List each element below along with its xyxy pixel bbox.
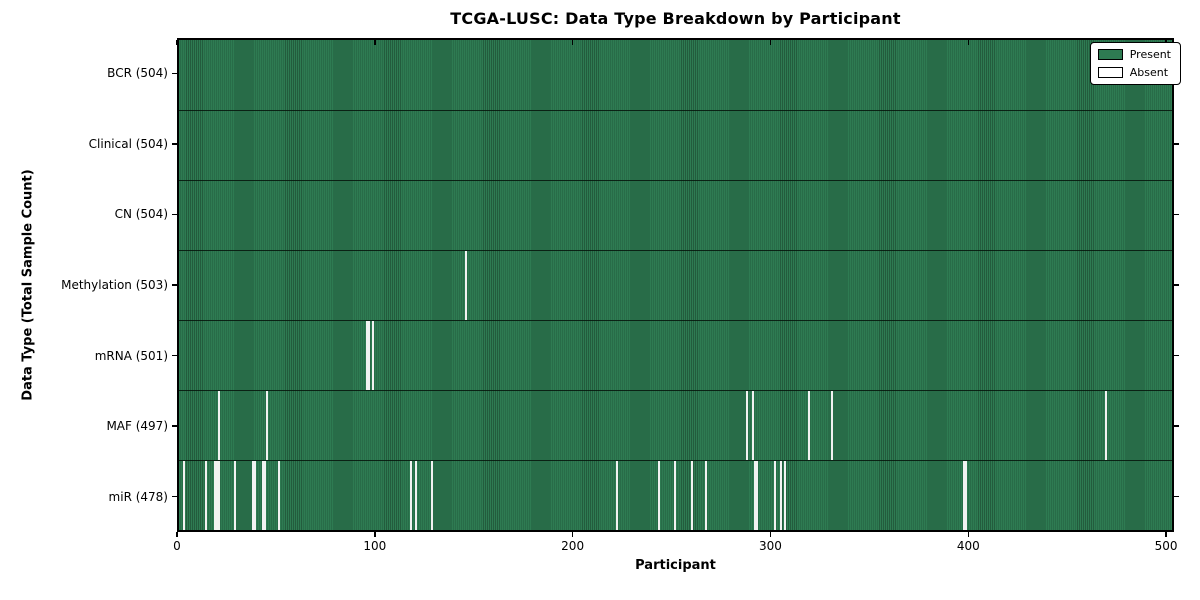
y-tick-left <box>172 143 177 145</box>
absent-gap <box>807 391 810 460</box>
row-label-MAF: MAF (497) <box>106 419 168 434</box>
x-tick-bottom <box>769 532 772 537</box>
absent-gap <box>263 461 266 530</box>
absent-gap <box>691 461 694 530</box>
x-tick-top <box>571 40 574 45</box>
y-tick-left <box>172 213 177 216</box>
row-label-CN: CN (504) <box>114 207 168 222</box>
heatmap-row-mRNA <box>179 320 1172 390</box>
absent-gap <box>657 461 660 530</box>
absent-gap <box>746 391 749 460</box>
absent-gap <box>831 391 834 460</box>
x-tick-top <box>176 40 178 45</box>
row-label-BCR: BCR (504) <box>107 66 168 81</box>
x-tick-bottom <box>967 532 970 537</box>
absent-gap <box>673 461 676 530</box>
x-axis-label: Participant <box>635 558 716 573</box>
absent-gap <box>409 461 412 530</box>
absent-gap <box>705 461 708 530</box>
x-tick-bottom <box>1165 532 1167 537</box>
x-tick-label: 100 <box>363 539 387 553</box>
absent-gap <box>779 461 782 530</box>
absent-gap <box>366 321 369 390</box>
absent-gap <box>774 461 776 530</box>
row-label-Clinical: Clinical (504) <box>88 136 168 151</box>
absent-gap <box>464 251 467 320</box>
absent-gap <box>415 461 418 530</box>
heatmap-row-Methylation <box>179 250 1172 320</box>
legend-swatch-absent-icon <box>1097 67 1123 78</box>
absent-gap <box>372 321 375 390</box>
y-tick-right <box>1174 354 1179 357</box>
legend-swatch-present-icon <box>1097 49 1123 60</box>
absent-gap <box>265 391 268 460</box>
y-tick-left <box>172 354 177 357</box>
absent-gap <box>261 461 264 530</box>
absent-gap <box>253 461 256 530</box>
absent-gap <box>204 461 207 530</box>
heatmap-row-miR <box>179 460 1172 530</box>
x-tick-bottom <box>176 532 178 537</box>
legend-label-present: Present <box>1129 48 1171 61</box>
absent-gap <box>216 461 219 530</box>
absent-gap <box>754 461 757 530</box>
heatmap-row-CN <box>179 180 1172 250</box>
x-tick-top <box>374 40 376 45</box>
absent-gap <box>963 461 966 530</box>
absent-gap <box>783 461 786 530</box>
heatmap-row-MAF <box>179 390 1172 460</box>
legend-item-present: Present <box>1097 48 1171 61</box>
absent-gap <box>431 461 434 530</box>
y-tick-right <box>1174 143 1179 145</box>
row-label-Methylation: Methylation (503) <box>61 278 168 292</box>
row-label-miR: miR (478) <box>108 489 168 504</box>
absent-gap <box>234 461 237 530</box>
legend-label-absent: Absent <box>1129 66 1169 79</box>
plot-area <box>177 38 1174 532</box>
y-tick-right <box>1174 213 1179 216</box>
absent-gap <box>965 461 968 530</box>
x-tick-bottom <box>571 532 574 537</box>
y-tick-right <box>1174 284 1179 286</box>
absent-gap <box>218 461 221 530</box>
y-tick-right <box>1174 425 1179 427</box>
absent-gap <box>1105 391 1107 460</box>
legend-item-absent: Absent <box>1097 66 1171 79</box>
y-tick-right <box>1174 495 1179 498</box>
heatmap-row-BCR <box>179 40 1172 110</box>
absent-gap <box>756 461 759 530</box>
absent-gap <box>182 461 185 530</box>
heatmap-row-Clinical <box>179 110 1172 180</box>
absent-gap <box>368 321 371 390</box>
x-tick-label: 200 <box>561 539 585 553</box>
row-label-mRNA: mRNA (501) <box>94 348 168 363</box>
x-tick-label: 400 <box>956 539 980 553</box>
absent-gap <box>277 461 280 530</box>
y-axis-label: Data Type (Total Sample Count) <box>20 169 36 401</box>
legend: Present Absent <box>1089 42 1181 85</box>
x-tick-label: 500 <box>1154 539 1178 553</box>
y-tick-left <box>172 72 177 75</box>
x-tick-top <box>967 40 970 45</box>
absent-gap <box>251 461 254 530</box>
y-tick-left <box>172 495 177 498</box>
absent-gap <box>214 461 217 530</box>
x-tick-label: 0 <box>173 539 181 553</box>
absent-gap <box>616 461 619 530</box>
absent-gap <box>218 391 221 460</box>
chart-title: TCGA-LUSC: Data Type Breakdown by Partic… <box>450 9 901 28</box>
x-tick-bottom <box>374 532 376 537</box>
y-tick-left <box>172 284 177 286</box>
absent-gap <box>752 391 755 460</box>
x-tick-label: 300 <box>758 539 782 553</box>
y-tick-left <box>172 425 177 427</box>
x-tick-top <box>769 40 772 45</box>
